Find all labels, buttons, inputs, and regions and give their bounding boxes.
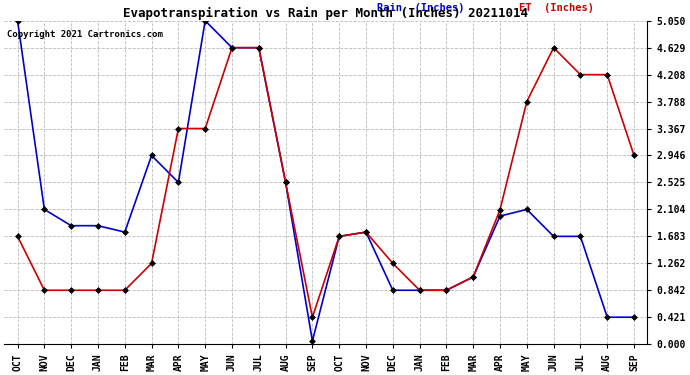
Text: ET  (Inches): ET (Inches) (519, 3, 594, 13)
Text: Rain  (Inches): Rain (Inches) (377, 3, 465, 13)
Text: Copyright 2021 Cartronics.com: Copyright 2021 Cartronics.com (8, 30, 164, 39)
Title: Evapotranspiration vs Rain per Month (Inches) 20211014: Evapotranspiration vs Rain per Month (In… (124, 6, 529, 20)
